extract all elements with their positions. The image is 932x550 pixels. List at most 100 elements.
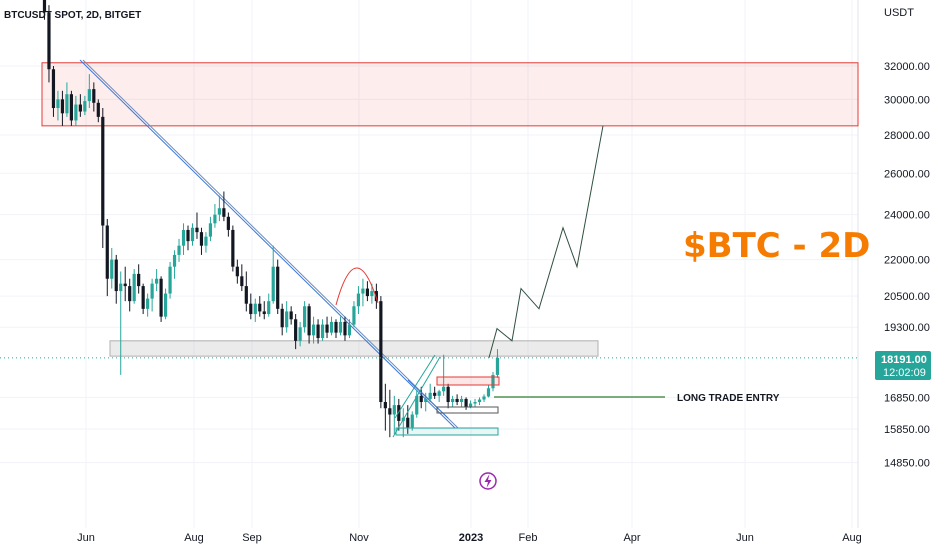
- candle-body: [262, 311, 266, 315]
- candle-body: [459, 398, 464, 403]
- y-tick-label: 14850.00: [884, 458, 930, 470]
- y-tick-label: 19300.00: [884, 322, 930, 334]
- symbol-title: BTCUSDT SPOT, 2D, BITGET: [4, 10, 141, 21]
- candle-body: [226, 216, 230, 230]
- wedge-line: [392, 356, 441, 438]
- x-tick-label: Nov: [349, 532, 369, 544]
- candle-body: [442, 386, 446, 392]
- candlestick-series: [42, 0, 500, 438]
- x-tick-label: 2023: [459, 532, 483, 544]
- candle-body: [60, 99, 65, 114]
- candle-body: [119, 283, 123, 292]
- candle-body: [213, 214, 217, 224]
- candle-body: [311, 324, 316, 336]
- y-tick-label: 20500.00: [884, 291, 930, 303]
- x-tick-label: Sep: [242, 532, 262, 544]
- candle-body: [294, 319, 298, 341]
- descending-trendline-inner: [82, 59, 459, 429]
- candle-body: [240, 276, 244, 287]
- candle-body: [249, 303, 253, 315]
- candle-body: [473, 402, 477, 404]
- candle-body: [356, 293, 361, 307]
- candle-body: [433, 392, 437, 396]
- candle-body: [128, 286, 132, 302]
- y-tick-label: 30000.00: [884, 94, 930, 106]
- candle-body: [276, 266, 280, 309]
- candle-body: [424, 398, 428, 403]
- y-tick-label: 32000.00: [884, 61, 930, 73]
- candle-body: [96, 102, 100, 117]
- candle-body: [303, 306, 307, 328]
- chart-trendlines: [79, 59, 459, 429]
- candle-body: [338, 321, 343, 333]
- price-axis[interactable]: 32000.00 30000.00 28000.00 26000.00 24000.00…: [884, 61, 930, 470]
- price-projection-path: [488, 125, 604, 358]
- candle-body: [114, 259, 118, 292]
- candle-body: [379, 301, 383, 403]
- long-entry-label: LONG TRADE ENTRY: [677, 393, 780, 404]
- candle-body: [361, 288, 365, 294]
- candle-body: [406, 417, 410, 428]
- candle-body: [428, 392, 432, 399]
- candle-body: [451, 398, 455, 403]
- candle-body: [347, 324, 352, 336]
- candle-body: [168, 266, 172, 294]
- candle-body: [397, 405, 401, 421]
- x-tick-label: Aug: [842, 532, 862, 544]
- x-tick-label: Feb: [519, 532, 538, 544]
- y-tick-label: 28000.00: [884, 130, 930, 142]
- candle-body: [163, 293, 168, 317]
- wedge-line: [407, 379, 449, 419]
- rounding-top-arc: [335, 267, 379, 306]
- candle-body: [419, 395, 423, 403]
- y-tick-label: 16850.00: [884, 392, 930, 404]
- candle-body: [258, 303, 262, 312]
- candle-body: [267, 301, 271, 315]
- candle-body: [477, 399, 482, 403]
- y-tick-label: 22000.00: [884, 255, 930, 267]
- candle-body: [78, 104, 82, 112]
- candle-body: [69, 94, 73, 121]
- candle-body: [87, 89, 91, 102]
- candle-body: [495, 357, 500, 375]
- candle-body: [208, 223, 213, 237]
- last-price-value: 18191.00: [881, 354, 927, 366]
- support-zone: [109, 340, 599, 357]
- candle-body: [329, 321, 334, 333]
- candle-body: [365, 288, 370, 297]
- chart-overlays: [0, 125, 858, 438]
- candle-body: [343, 321, 347, 336]
- candle-body: [410, 414, 414, 428]
- candle-body: [92, 89, 96, 103]
- candle-body: [172, 254, 177, 267]
- candle-body: [42, 0, 47, 13]
- candle-body: [137, 273, 141, 287]
- candle-body: [181, 229, 186, 246]
- lightning-icon[interactable]: [479, 472, 497, 490]
- candle-body: [271, 266, 275, 302]
- candle-body: [370, 291, 374, 297]
- countdown-timer: 12:02:09: [883, 367, 926, 379]
- sell-box: [436, 376, 500, 386]
- candle-body: [155, 278, 159, 284]
- candle-body: [186, 229, 190, 242]
- candle-body: [83, 101, 87, 112]
- candle-body: [105, 225, 109, 279]
- candle-body: [190, 227, 195, 242]
- candle-body: [388, 408, 392, 415]
- candle-body: [51, 69, 56, 109]
- resistance-zone: [41, 62, 859, 127]
- candle-body: [146, 298, 150, 309]
- candle-body: [56, 99, 60, 109]
- x-tick-label: Aug: [184, 532, 204, 544]
- candle-body: [177, 245, 181, 255]
- candle-body: [482, 396, 486, 400]
- time-axis[interactable]: Jun Aug Sep Nov 2023 Feb Apr Jun Aug: [77, 532, 862, 544]
- candle-body: [325, 324, 329, 333]
- last-price-badge: 18191.00 12:02:09: [875, 351, 931, 380]
- candle-body: [285, 311, 289, 328]
- candle-body: [392, 405, 396, 415]
- currency-label: USDT: [884, 7, 914, 19]
- candle-body: [334, 321, 338, 333]
